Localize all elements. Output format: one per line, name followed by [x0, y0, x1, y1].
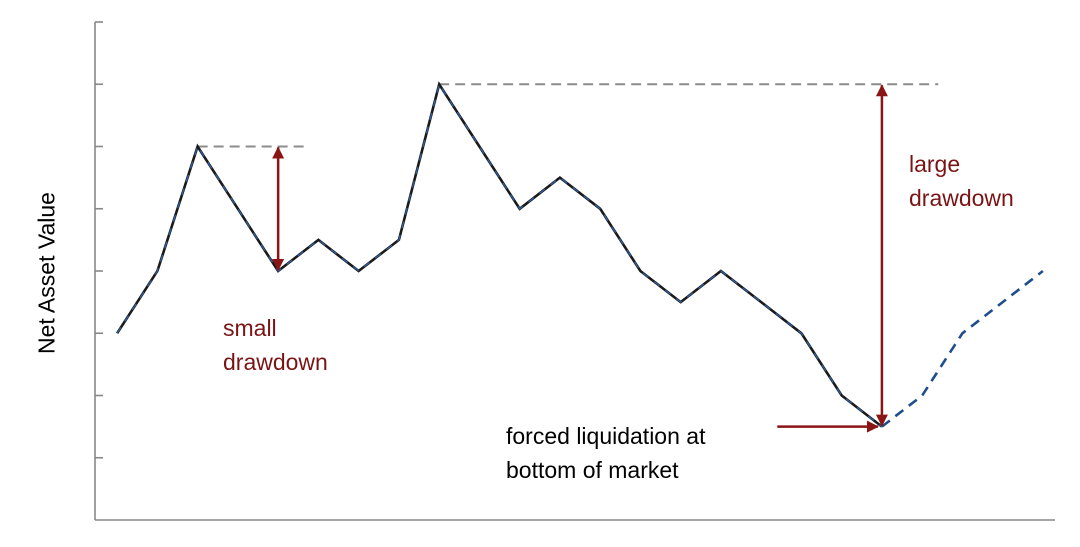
large-drawdown-label: large drawdown [909, 151, 1014, 211]
recovery-projection-line [881, 269, 1044, 428]
y-axis-label: Net Asset Value [33, 192, 60, 354]
nav-series-line-overlay [116, 82, 883, 428]
small-drawdown-label: small drawdown [223, 315, 328, 375]
forced-liquidation-label: forced liquidation at bottom of market [506, 423, 706, 483]
